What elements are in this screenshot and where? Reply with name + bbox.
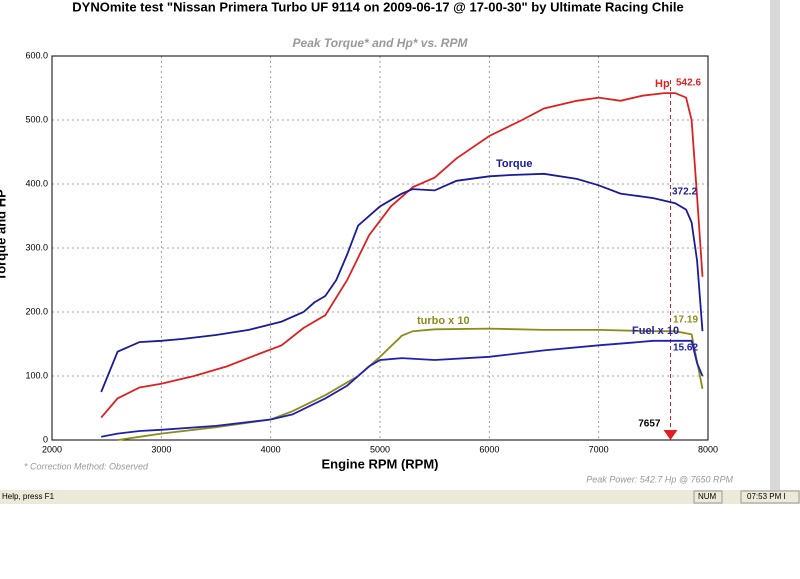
x-tick-label: 8000 <box>698 444 718 454</box>
y-tick-label: 400.0 <box>25 178 48 188</box>
series-line <box>117 327 704 441</box>
x-tick-label: 3000 <box>151 444 171 454</box>
status-help: Help, press F1 <box>2 492 55 501</box>
y-tick-label: 500.0 <box>25 114 48 124</box>
series-label: Hp <box>655 78 670 90</box>
end-value-label: 542.6 <box>676 78 701 89</box>
peak-note: Peak Power: 542.7 Hp @ 7650 RPM <box>586 474 733 484</box>
chart-subtitle: Peak Torque* and Hp* vs. RPM <box>293 36 469 50</box>
status-bar <box>0 490 800 504</box>
end-value-label: 17.19 <box>673 315 698 326</box>
y-axis-label: Torque and HP <box>0 189 8 281</box>
x-tick-label: 6000 <box>479 444 499 454</box>
series-line <box>100 92 704 419</box>
scrollbar <box>770 0 780 490</box>
chart-title: DYNOmite test "Nissan Primera Turbo UF 9… <box>72 0 683 14</box>
rpm-marker <box>663 430 678 440</box>
y-tick-label: 200.0 <box>25 306 48 316</box>
end-value-label: 372.2 <box>672 187 697 198</box>
series-label: turbo x 10 <box>417 315 470 327</box>
series-line <box>101 339 704 438</box>
status-panel <box>740 490 800 504</box>
x-tick-label: 7000 <box>589 444 609 454</box>
correction-note: * Correction Method: Observed <box>24 461 149 471</box>
status-panel <box>693 490 723 504</box>
x-tick-label: 4000 <box>261 444 281 454</box>
y-tick-label: 100.0 <box>25 370 48 380</box>
y-tick-label: 0 <box>43 434 48 444</box>
series-label: Torque <box>496 158 532 170</box>
y-tick-label: 600.0 <box>25 50 48 60</box>
x-tick-label: 2000 <box>42 444 62 454</box>
margin <box>780 0 800 490</box>
y-tick-label: 300.0 <box>25 242 48 252</box>
end-value-label: 15.62 <box>673 343 698 354</box>
x-tick-label: 5000 <box>370 444 390 454</box>
plot-frame <box>51 55 709 441</box>
x-axis-label: Engine RPM (RPM) <box>322 456 439 471</box>
series-label: Fuel x 10 <box>632 325 679 337</box>
window <box>0 0 770 488</box>
status-time: 07:53 PM I <box>747 492 786 501</box>
rpm-marker-label: 7657 <box>638 419 661 430</box>
series-line <box>100 172 704 393</box>
status-num: NUM <box>698 492 717 501</box>
